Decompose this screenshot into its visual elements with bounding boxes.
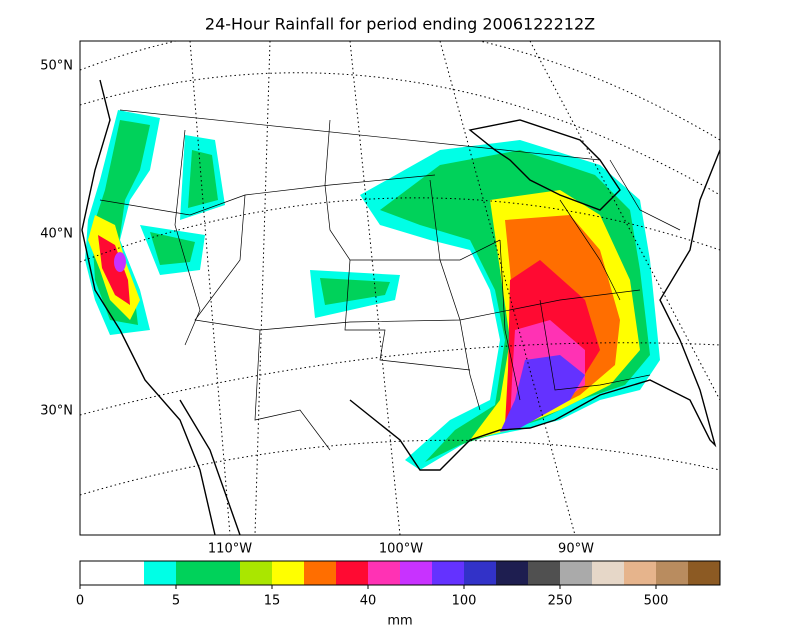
- colorbar-segment: [464, 561, 496, 585]
- colorbar-segment: [400, 561, 432, 585]
- lat-label: 30°N: [40, 404, 73, 419]
- colorbar-label: mm: [387, 614, 412, 629]
- boundaries: [81, 79, 720, 535]
- colorbar-tick-label: 15: [264, 594, 281, 609]
- colorbar-tick-label: 500: [644, 594, 669, 609]
- colorbar-segment: [144, 561, 176, 585]
- map-title: 24-Hour Rainfall for period ending 20061…: [205, 15, 595, 34]
- colorbar: 0 5 15 40 100 250 500 mm: [76, 560, 721, 629]
- colorbar-segment: [304, 561, 336, 585]
- colorbar-segment: [336, 561, 368, 585]
- map-panel: [79, 40, 721, 536]
- colorbar-segment: [496, 561, 528, 585]
- lon-label: 110°W: [208, 542, 252, 557]
- colorbar-tick-label: 100: [452, 594, 477, 609]
- colorbar-segment: [272, 561, 304, 585]
- lon-label: 100°W: [379, 542, 423, 557]
- colorbar-segment: [208, 561, 240, 585]
- lat-label: 40°N: [40, 227, 73, 242]
- map-frame: [79, 40, 721, 536]
- colorbar-segment: [528, 561, 560, 585]
- colorbar-segment: [240, 561, 272, 585]
- lat-label: 50°N: [40, 59, 73, 74]
- colorbar-segment: [624, 561, 656, 585]
- lon-label: 90°W: [558, 542, 594, 557]
- colorbar-segment: [592, 561, 624, 585]
- colorbar-frame: [79, 560, 721, 586]
- colorbar-segment: [176, 561, 208, 585]
- colorbar-tick-label: 250: [548, 594, 573, 609]
- colorbar-tick-label: 5: [172, 594, 180, 609]
- colorbar-tick-label: 40: [360, 594, 377, 609]
- colorbar-segment: [688, 561, 720, 585]
- colorbar-tick-label: 0: [76, 594, 84, 609]
- colorbar-segment: [368, 561, 400, 585]
- colorbar-segment: [432, 561, 464, 585]
- precip-field: [85, 110, 660, 470]
- colorbar-segment: [656, 561, 688, 585]
- colorbar-segment: [560, 561, 592, 585]
- colorbar-segment: [80, 561, 112, 585]
- colorbar-segment: [112, 561, 144, 585]
